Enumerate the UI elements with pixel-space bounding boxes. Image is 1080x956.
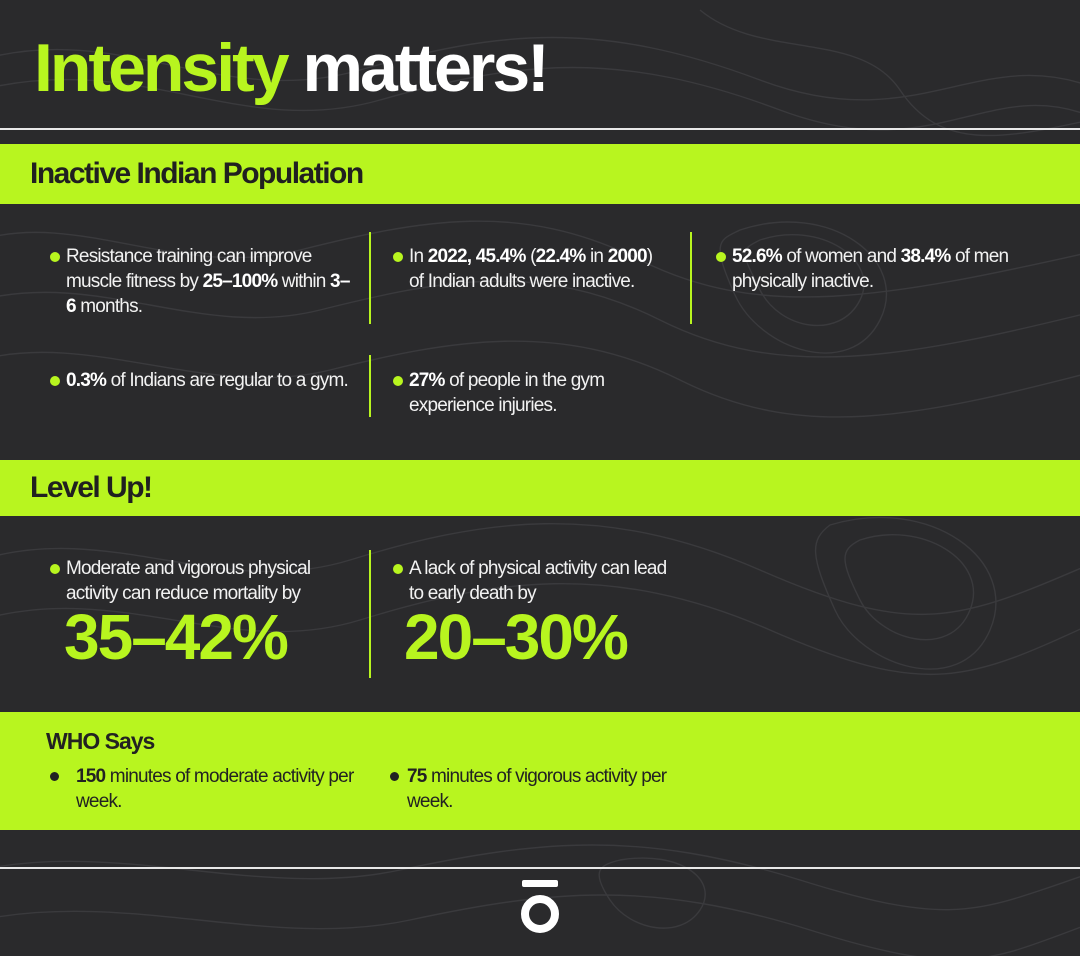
bullet-dot-icon [50, 376, 60, 386]
bullet-dot-icon [716, 252, 726, 262]
brand-logo-icon [521, 880, 559, 933]
column-divider [369, 355, 371, 417]
who-item-vigorous: 75 minutes of vigorous activity per week… [390, 764, 690, 814]
stat-item-gym-injuries: 27% of people in the gym experience inju… [393, 368, 653, 418]
top-divider [0, 128, 1080, 130]
who-title: WHO Says [46, 728, 155, 754]
column-divider [369, 232, 371, 324]
section-heading-inactive: Inactive Indian Population [0, 144, 1080, 204]
bullet-dot-icon [393, 564, 403, 574]
stat-item-gym-regular: 0.3% of Indians are regular to a gym. [50, 368, 350, 393]
bullet-dot-icon [393, 376, 403, 386]
who-item-moderate: 150 minutes of moderate activity per wee… [50, 764, 370, 814]
big-stat-early-death: 20–30% [404, 601, 629, 673]
bullet-dot-icon [50, 772, 59, 781]
bottom-divider [0, 867, 1080, 869]
stat-item-mortality: Moderate and vigorous physical activity … [50, 556, 350, 606]
bullet-dot-icon [50, 252, 60, 262]
page-title: Intensity matters! [34, 30, 550, 106]
bullet-dot-icon [393, 252, 403, 262]
who-recommendation-box: WHO Says 150 minutes of moderate activit… [0, 712, 1080, 830]
big-stat-mortality: 35–42% [64, 601, 289, 673]
section-heading-level-up: Level Up! [0, 460, 1080, 516]
bullet-dot-icon [50, 564, 60, 574]
stat-item-resistance: Resistance training can improve muscle f… [50, 244, 350, 319]
stat-item-inactive-adults: In 2022, 45.4% (22.4% in 2000) of Indian… [393, 244, 663, 294]
bullet-dot-icon [390, 772, 399, 781]
column-divider [690, 232, 692, 324]
column-divider [369, 550, 371, 678]
stat-item-women-men: 52.6% of women and 38.4% of men physical… [716, 244, 1026, 294]
stat-item-early-death: A lack of physical activity can lead to … [393, 556, 673, 606]
